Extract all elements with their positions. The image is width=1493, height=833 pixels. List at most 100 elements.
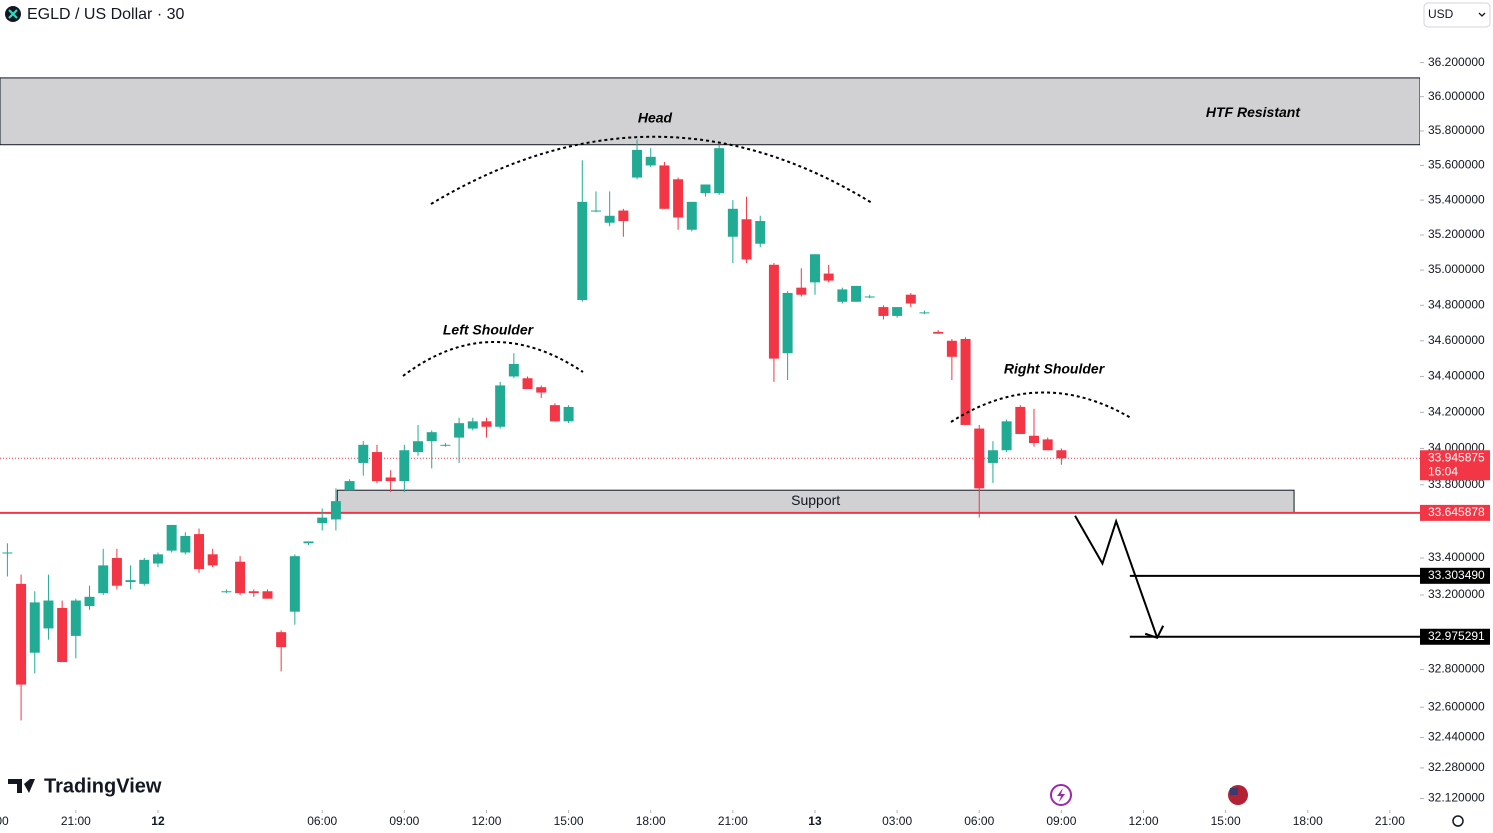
y-tick-label: 35.600000 xyxy=(1428,158,1485,172)
left-shoulder-arc xyxy=(402,341,584,377)
x-tick-label: 12:00 xyxy=(1128,814,1158,828)
settings-icon[interactable] xyxy=(1452,815,1464,827)
candle-body xyxy=(330,501,341,520)
countdown-label: 16:04 xyxy=(1428,464,1458,478)
x-tick-label: 13 xyxy=(808,814,822,828)
candle-body xyxy=(235,561,246,594)
plot-layer: HTF Resistant Support xyxy=(0,77,1421,721)
candle-body xyxy=(303,541,314,544)
candle-body xyxy=(618,210,629,222)
candle-body xyxy=(207,554,218,566)
candle-body xyxy=(221,591,232,593)
y-tick-label: 34.800000 xyxy=(1428,297,1485,311)
currency-label[interactable]: USD xyxy=(1428,7,1454,21)
candle-body xyxy=(344,481,355,491)
candle-body xyxy=(919,312,930,314)
candle-body xyxy=(714,148,725,194)
annotation: Left Shoulder xyxy=(443,322,535,338)
candle-body xyxy=(673,179,684,218)
y-tick-label: 35.400000 xyxy=(1428,192,1485,206)
candle-body xyxy=(98,565,109,594)
candle-body xyxy=(1001,421,1012,451)
candle-body xyxy=(180,535,191,553)
currency-select[interactable] xyxy=(1423,2,1491,28)
candle-body xyxy=(70,600,81,636)
candle-body xyxy=(1056,450,1067,459)
candle-body xyxy=(522,378,533,389)
candle-body xyxy=(467,421,478,429)
candle-body xyxy=(659,165,670,209)
brand-logo xyxy=(8,779,35,793)
candle-body xyxy=(645,156,656,166)
resistance-zone xyxy=(0,77,1421,146)
x-tick-label: 21:00 xyxy=(61,814,91,828)
y-tick-label: 33.200000 xyxy=(1428,587,1485,601)
candle-body xyxy=(385,477,396,482)
candle-body xyxy=(892,307,903,316)
x-tick-label: 03:00 xyxy=(882,814,912,828)
candle-body xyxy=(987,450,998,463)
price-label: 33.645878 xyxy=(1428,505,1485,519)
candle-body xyxy=(549,405,560,422)
candle-body xyxy=(194,534,205,570)
candle-body xyxy=(276,632,287,648)
y-tick-label: 35.200000 xyxy=(1428,227,1485,241)
candle-body xyxy=(905,294,916,304)
candle-body xyxy=(632,149,643,178)
candle-body xyxy=(686,201,697,230)
candle-body xyxy=(974,428,985,489)
right-shoulder-arc xyxy=(950,391,1132,423)
candle-body xyxy=(1028,435,1039,444)
candle-body xyxy=(495,385,506,427)
flag-canton[interactable] xyxy=(1230,788,1238,795)
annotation: Right Shoulder xyxy=(1004,361,1106,377)
price-label: 33.945875 xyxy=(1428,450,1485,464)
candle-body xyxy=(604,215,615,223)
candle-body xyxy=(84,596,95,607)
candle-body xyxy=(43,600,54,629)
candle-body xyxy=(399,450,410,482)
candle-body xyxy=(933,331,944,334)
x-tick-label: 12 xyxy=(151,814,165,828)
candle-body xyxy=(960,339,971,425)
x-tick-label: 06:00 xyxy=(307,814,337,828)
axes: 36.200000 36.000000 35.800000 35.600000 35.4… xyxy=(0,55,1490,828)
price-label-bg xyxy=(1420,567,1490,584)
symbol-logo-mark xyxy=(8,9,18,19)
price-label: 32.975291 xyxy=(1428,629,1485,643)
candle-body xyxy=(768,264,779,359)
candle-body xyxy=(139,559,150,584)
candle-body xyxy=(166,524,177,551)
candle-body xyxy=(358,444,369,463)
y-tick-label: 34.400000 xyxy=(1428,369,1485,383)
candle-body xyxy=(837,289,848,302)
candle-body xyxy=(577,201,588,301)
candle-body xyxy=(1015,406,1026,434)
candle-body xyxy=(371,452,382,482)
y-tick-label: 35.000000 xyxy=(1428,262,1485,276)
y-tick-label: 34.600000 xyxy=(1428,333,1485,347)
projection-path xyxy=(1074,515,1159,639)
candle-body xyxy=(782,292,793,354)
candle-body xyxy=(262,591,273,599)
y-tick-label: 33.400000 xyxy=(1428,550,1485,564)
event-icon-glyph[interactable] xyxy=(1057,788,1065,802)
y-tick-label: 36.000000 xyxy=(1428,89,1485,103)
price-label: 33.303490 xyxy=(1428,568,1485,582)
x-tick-label: 15:00 xyxy=(554,814,584,828)
zone-label: Support xyxy=(791,492,840,508)
symbol-title: EGLD / US Dollar · 30 xyxy=(27,6,184,23)
candle-body xyxy=(508,363,519,377)
y-tick-label: 33.800000 xyxy=(1428,477,1485,491)
y-tick-label: 36.200000 xyxy=(1428,55,1485,69)
price-label-bg xyxy=(1420,628,1490,645)
candle-body xyxy=(454,423,465,438)
dropdown-caret[interactable] xyxy=(1478,12,1486,17)
candle-body xyxy=(878,307,889,316)
candle-body xyxy=(317,517,328,524)
candle-body xyxy=(248,591,259,594)
candle-body xyxy=(1042,439,1053,451)
x-tick-label: 06:00 xyxy=(964,814,994,828)
y-tick-label: 32.280000 xyxy=(1428,760,1485,774)
candle-body xyxy=(741,219,752,260)
